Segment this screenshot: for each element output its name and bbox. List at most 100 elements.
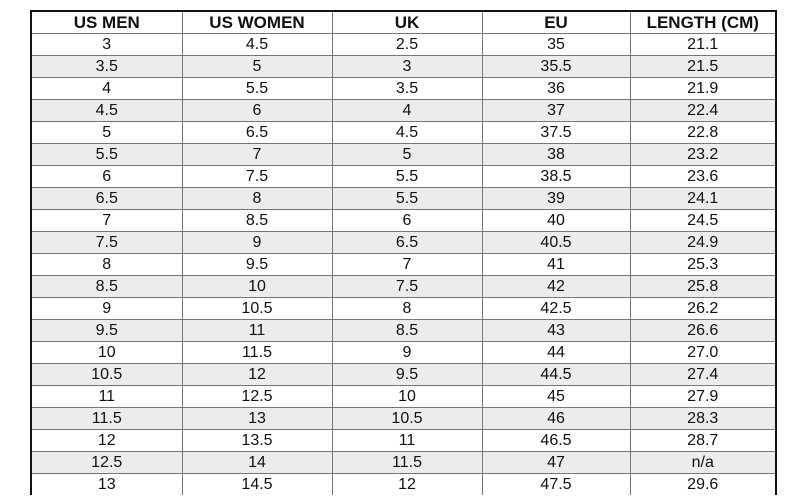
table-row: 12 13.5 11 46.5 28.7: [32, 429, 775, 452]
table-row: 5 6.5 4.5 37.5 22.8: [32, 121, 775, 144]
cell-eu: 46.5: [481, 429, 631, 452]
cell-uk: 8.5: [331, 319, 483, 342]
cell-us-women: 9: [181, 231, 333, 254]
cell-us-women: 12.5: [181, 385, 333, 408]
cell-length-cm: 25.8: [629, 275, 775, 298]
cell-us-men: 8: [32, 253, 183, 276]
size-chart-table: US MEN US WOMEN UK EU LENGTH (CM) 3 4.5 2.…: [32, 12, 775, 495]
cell-length-cm: 24.9: [629, 231, 775, 254]
table-row: 7 8.5 6 40 24.5: [32, 209, 775, 232]
cell-us-women: 7.5: [181, 165, 333, 188]
cell-us-men: 9: [32, 297, 183, 320]
cell-us-women: 14.5: [181, 473, 333, 495]
cell-length-cm: 22.8: [629, 121, 775, 144]
cell-us-women: 8: [181, 187, 333, 210]
cell-us-women: 13: [181, 407, 333, 430]
header-us-women: US WOMEN: [181, 12, 333, 34]
cell-uk: 7.5: [331, 275, 483, 298]
table-row: 10.5 12 9.5 44.5 27.4: [32, 363, 775, 386]
table-row: 4.5 6 4 37 22.4: [32, 99, 775, 122]
cell-length-cm: 24.1: [629, 187, 775, 210]
cell-eu: 38.5: [481, 165, 631, 188]
cell-us-women: 11: [181, 319, 333, 342]
cell-uk: 11.5: [331, 451, 483, 474]
cell-uk: 5: [331, 143, 483, 166]
cell-us-women: 5: [181, 55, 333, 78]
cell-length-cm: 22.4: [629, 99, 775, 122]
cell-us-men: 3.5: [32, 55, 183, 78]
cell-eu: 40.5: [481, 231, 631, 254]
cell-uk: 7: [331, 253, 483, 276]
cell-uk: 4.5: [331, 121, 483, 144]
cell-us-men: 4: [32, 77, 183, 100]
cell-eu: 47: [481, 451, 631, 474]
cell-us-women: 13.5: [181, 429, 333, 452]
table-row: 7.5 9 6.5 40.5 24.9: [32, 231, 775, 254]
cell-uk: 5.5: [331, 165, 483, 188]
table-row: 4 5.5 3.5 36 21.9: [32, 77, 775, 100]
cell-us-women: 8.5: [181, 209, 333, 232]
cell-us-men: 10: [32, 341, 183, 364]
cell-us-men: 7: [32, 209, 183, 232]
cell-uk: 10: [331, 385, 483, 408]
table-row: 6.5 8 5.5 39 24.1: [32, 187, 775, 210]
table-row: 3 4.5 2.5 35 21.1: [32, 33, 775, 56]
table-row: 8.5 10 7.5 42 25.8: [32, 275, 775, 298]
cell-eu: 44: [481, 341, 631, 364]
cell-eu: 36: [481, 77, 631, 100]
table-row: 3.5 5 3 35.5 21.5: [32, 55, 775, 78]
cell-eu: 40: [481, 209, 631, 232]
cell-us-men: 7.5: [32, 231, 183, 254]
table-header: US MEN US WOMEN UK EU LENGTH (CM): [32, 12, 775, 34]
cell-uk: 9: [331, 341, 483, 364]
cell-length-cm: 28.3: [629, 407, 775, 430]
cell-us-men: 12: [32, 429, 183, 452]
cell-us-women: 4.5: [181, 33, 333, 56]
cell-length-cm: 29.6: [629, 473, 775, 495]
cell-us-women: 5.5: [181, 77, 333, 100]
cell-eu: 37: [481, 99, 631, 122]
table-row: 12.5 14 11.5 47 n/a: [32, 451, 775, 474]
cell-length-cm: 21.9: [629, 77, 775, 100]
table-row: 8 9.5 7 41 25.3: [32, 253, 775, 276]
cell-eu: 41: [481, 253, 631, 276]
cell-uk: 12: [331, 473, 483, 495]
cell-us-men: 13: [32, 473, 183, 495]
cell-length-cm: 26.6: [629, 319, 775, 342]
cell-us-men: 12.5: [32, 451, 183, 474]
cell-us-men: 11: [32, 385, 183, 408]
cell-us-women: 11.5: [181, 341, 333, 364]
cell-length-cm: 27.9: [629, 385, 775, 408]
cell-uk: 10.5: [331, 407, 483, 430]
cell-us-men: 10.5: [32, 363, 183, 386]
cell-eu: 42: [481, 275, 631, 298]
cell-uk: 3: [331, 55, 483, 78]
cell-eu: 47.5: [481, 473, 631, 495]
cell-length-cm: 24.5: [629, 209, 775, 232]
table-row: 11 12.5 10 45 27.9: [32, 385, 775, 408]
cell-eu: 42.5: [481, 297, 631, 320]
cell-us-women: 7: [181, 143, 333, 166]
cell-length-cm: 23.2: [629, 143, 775, 166]
cell-us-women: 6.5: [181, 121, 333, 144]
cell-us-women: 12: [181, 363, 333, 386]
cell-eu: 35.5: [481, 55, 631, 78]
cell-eu: 44.5: [481, 363, 631, 386]
cell-eu: 39: [481, 187, 631, 210]
header-uk: UK: [331, 12, 483, 34]
cell-uk: 2.5: [331, 33, 483, 56]
table-row: 13 14.5 12 47.5 29.6: [32, 473, 775, 495]
cell-length-cm: 23.6: [629, 165, 775, 188]
cell-us-men: 5.5: [32, 143, 183, 166]
table-row: 5.5 7 5 38 23.2: [32, 143, 775, 166]
table-row: 9 10.5 8 42.5 26.2: [32, 297, 775, 320]
cell-eu: 38: [481, 143, 631, 166]
header-eu: EU: [481, 12, 631, 34]
cell-length-cm: 28.7: [629, 429, 775, 452]
header-length-cm: LENGTH (CM): [629, 12, 775, 34]
cell-us-women: 14: [181, 451, 333, 474]
cell-eu: 43: [481, 319, 631, 342]
table-row: 11.5 13 10.5 46 28.3: [32, 407, 775, 430]
cell-us-men: 3: [32, 33, 183, 56]
cell-uk: 5.5: [331, 187, 483, 210]
